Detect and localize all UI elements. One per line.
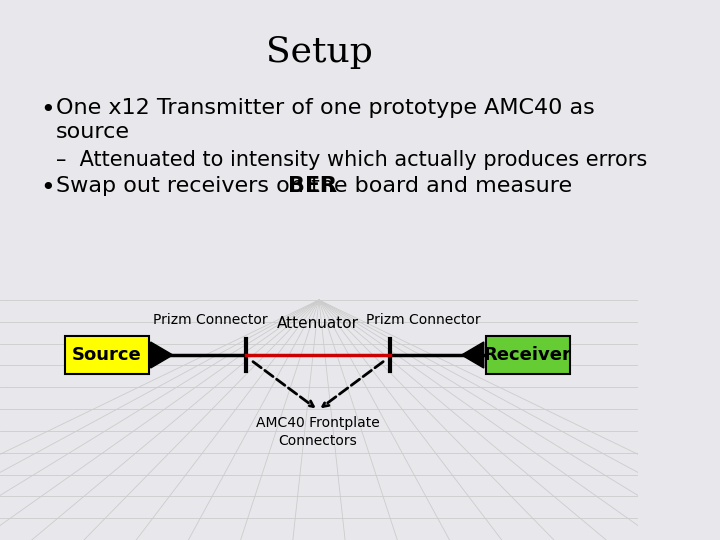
Text: –  Attenuated to intensity which actually produces errors: – Attenuated to intensity which actually… [56,150,647,170]
FancyBboxPatch shape [65,336,149,374]
Text: Setup: Setup [266,35,372,69]
Text: BER: BER [288,176,337,196]
Text: Receiver: Receiver [483,346,571,364]
Text: •: • [40,98,55,122]
Text: AMC40 Frontplate
Connectors: AMC40 Frontplate Connectors [256,416,380,448]
Text: Swap out receivers on the board and measure: Swap out receivers on the board and meas… [56,176,579,196]
Text: Attenuator: Attenuator [277,316,359,331]
FancyBboxPatch shape [485,336,570,374]
Text: Source: Source [71,346,141,364]
Text: Prizm Connector: Prizm Connector [366,313,481,327]
Text: One x12 Transmitter of one prototype AMC40 as: One x12 Transmitter of one prototype AMC… [56,98,595,118]
Polygon shape [150,342,173,368]
Text: •: • [40,176,55,200]
Text: source: source [56,122,130,142]
Polygon shape [462,342,484,368]
Text: Prizm Connector: Prizm Connector [153,313,268,327]
